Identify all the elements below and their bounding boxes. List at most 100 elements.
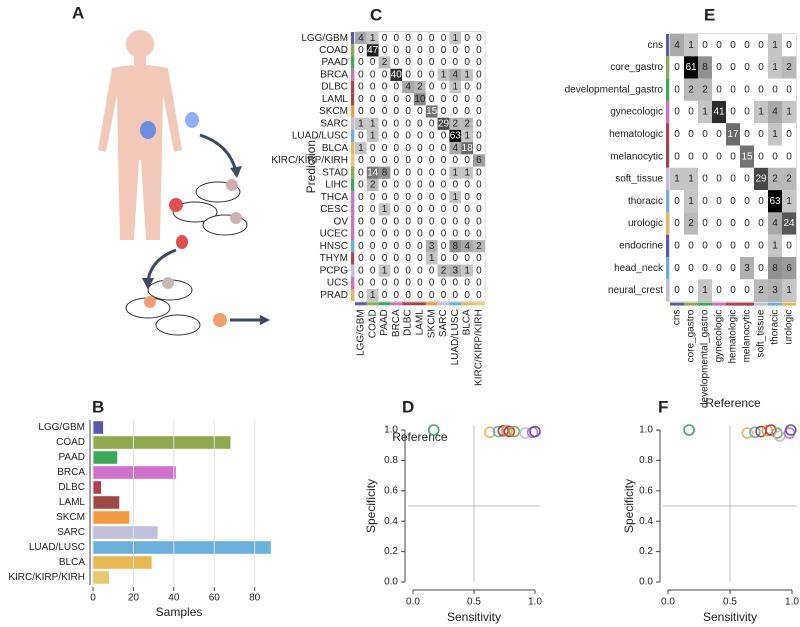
column-color <box>437 302 450 306</box>
cell <box>782 78 796 101</box>
cell <box>425 240 438 253</box>
point <box>503 425 516 438</box>
cell-label: 0 <box>441 82 447 93</box>
tumor <box>144 296 156 308</box>
cell <box>473 56 485 69</box>
cell-label: 0 <box>730 174 736 185</box>
cell-label: 0 <box>382 69 388 80</box>
cell-label: 0 <box>394 57 400 68</box>
cell-label: 1 <box>358 143 364 154</box>
cell-label: 0 <box>674 240 680 251</box>
cell-label: 0 <box>429 82 435 93</box>
cell <box>754 56 768 79</box>
cell-label: 0 <box>370 69 376 80</box>
column-color <box>461 302 473 306</box>
column-label: core_gastro <box>686 309 697 362</box>
cell-label: 0 <box>688 151 694 162</box>
cell-label: 0 <box>441 167 447 178</box>
cell-label: 1 <box>772 62 778 73</box>
cell <box>782 190 796 213</box>
cell <box>449 117 462 130</box>
cell-label: 0 <box>476 278 482 289</box>
point <box>484 426 496 439</box>
cell-label: 0 <box>405 180 411 191</box>
cell <box>414 44 426 57</box>
cell-label: 24 <box>783 218 795 229</box>
cell <box>414 227 426 241</box>
column-color <box>754 302 768 306</box>
cell-label: 0 <box>476 216 482 227</box>
cell <box>698 145 712 168</box>
cell <box>355 215 367 228</box>
cell-label: 0 <box>417 131 423 142</box>
cell <box>366 32 379 45</box>
cell <box>782 257 796 280</box>
cell-label: 0 <box>358 229 364 240</box>
cell <box>437 166 450 179</box>
panel-letter: B <box>92 397 104 416</box>
cell-label: 0 <box>405 204 411 215</box>
cell-label: 0 <box>429 278 435 289</box>
cell <box>782 34 796 57</box>
cell-label: 0 <box>716 62 722 73</box>
cell-label: 1 <box>786 196 792 207</box>
cell-label: 1 <box>674 174 680 185</box>
column-color <box>449 302 462 306</box>
cell-label: 1 <box>382 204 388 215</box>
cell-label: 0 <box>405 118 411 129</box>
panel-letter: D <box>402 397 414 416</box>
x-tick-label: 0.0 <box>406 597 420 608</box>
cell-label: 0 <box>441 216 447 227</box>
cell <box>712 100 726 124</box>
cell <box>402 80 414 94</box>
cell <box>670 167 684 191</box>
cell <box>355 44 367 57</box>
x-tick-label: 40 <box>168 593 180 604</box>
cell <box>726 100 740 124</box>
cell-label: 0 <box>758 40 764 51</box>
cell <box>782 167 796 191</box>
cell <box>355 68 367 81</box>
row-label: endocrine <box>619 240 663 251</box>
cell <box>473 32 485 45</box>
cell-label: 0 <box>786 40 792 51</box>
cell-label: 0 <box>702 196 708 207</box>
bar <box>93 571 110 584</box>
cell-label: 0 <box>453 94 459 105</box>
cell <box>378 56 391 69</box>
cell <box>414 129 426 143</box>
cell-label: 0 <box>358 204 364 215</box>
cell <box>449 276 462 290</box>
cell-label: 1 <box>429 253 435 264</box>
cell <box>437 154 450 167</box>
cell-label: 0 <box>405 192 411 203</box>
cell-label: 0 <box>405 167 411 178</box>
column-label: PAAD <box>379 309 390 336</box>
cell-label: 3 <box>453 265 459 276</box>
cell-label: 0 <box>429 229 435 240</box>
column-color <box>768 302 782 306</box>
row-label: soft_tissue <box>615 174 663 185</box>
cell-label: 0 <box>464 290 470 301</box>
column-color <box>390 302 403 306</box>
cell <box>473 80 485 94</box>
row-color <box>351 44 354 57</box>
column-color <box>670 302 684 306</box>
cell <box>414 240 426 253</box>
cell-label: 0 <box>417 216 423 227</box>
cell <box>473 93 485 106</box>
cell-label: 0 <box>674 129 680 140</box>
cell-label: 0 <box>405 155 411 166</box>
bar <box>93 541 271 554</box>
cell-label: 0 <box>358 69 364 80</box>
cell-label: 0 <box>405 290 411 301</box>
column-color <box>782 302 796 306</box>
cell <box>461 166 473 179</box>
row-label: hematologic <box>609 129 663 140</box>
cell <box>437 191 450 204</box>
cell-label: 0 <box>716 196 722 207</box>
bar <box>93 481 102 494</box>
cell-label: 0 <box>744 62 750 73</box>
cell-label: 0 <box>370 229 376 240</box>
cell-label: 0 <box>394 204 400 215</box>
